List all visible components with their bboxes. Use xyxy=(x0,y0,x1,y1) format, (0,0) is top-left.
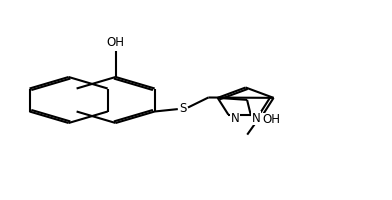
Text: N: N xyxy=(231,112,240,125)
Text: N: N xyxy=(252,112,260,125)
Text: S: S xyxy=(179,102,187,115)
Text: OH: OH xyxy=(262,113,280,126)
Text: OH: OH xyxy=(107,36,125,49)
